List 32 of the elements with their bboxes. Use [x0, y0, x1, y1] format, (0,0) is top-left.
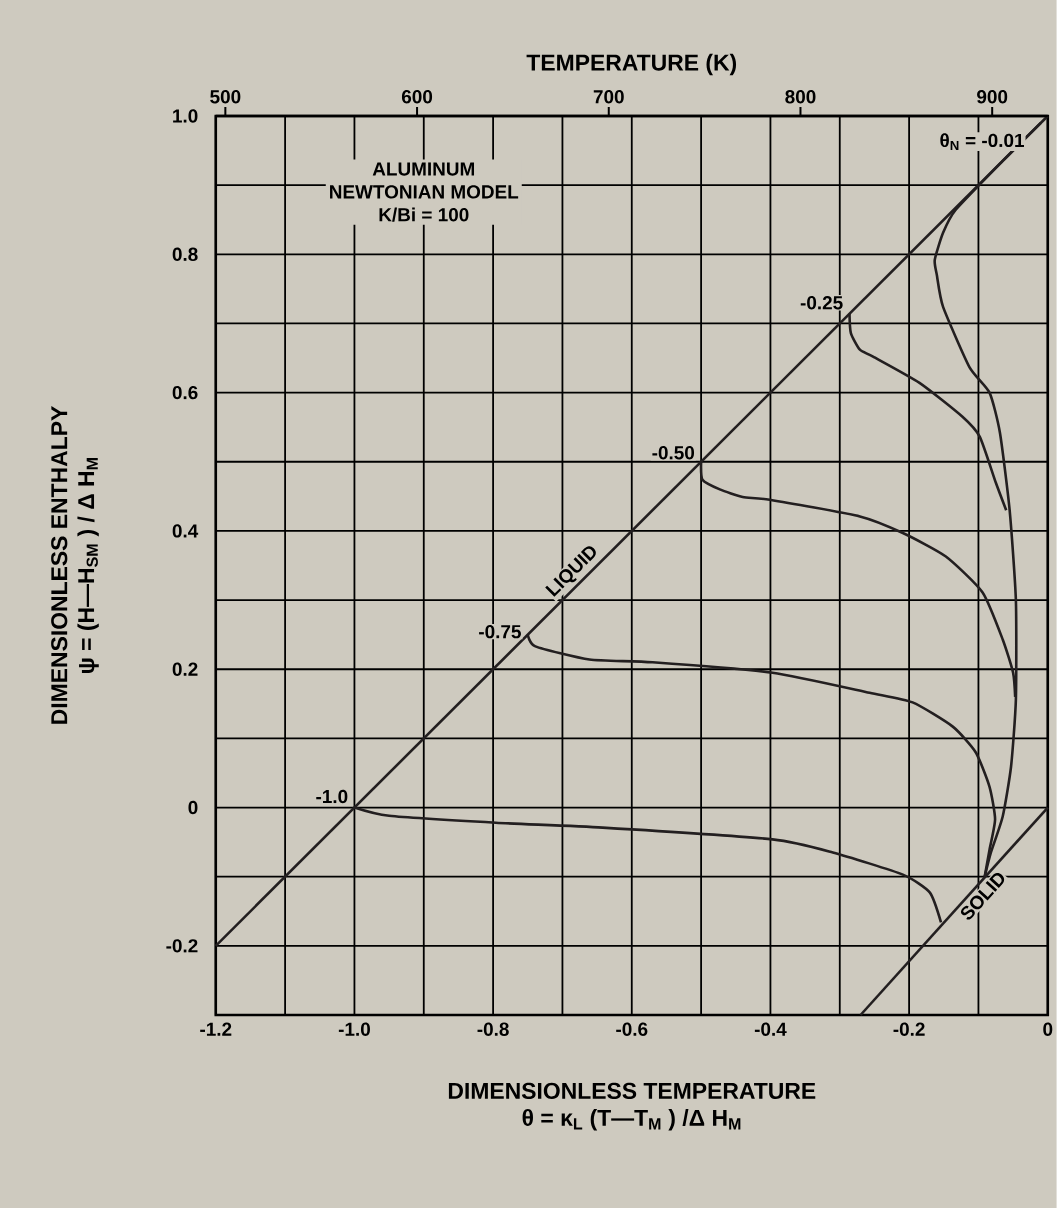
x-tick-label: -0.6 — [616, 1022, 648, 1036]
x2-tick-label: 600 — [402, 90, 433, 104]
x2-tick-label: 800 — [785, 90, 816, 104]
series-label: -1.0 — [316, 789, 348, 804]
y-tick-label: 0.6 — [172, 385, 198, 400]
text: ψ = (H—H$_{SM}$ ) / Δ H$_{M}$ — [77, 458, 99, 674]
y-tick-label: 0.2 — [172, 662, 198, 676]
x-tick-label: -1.0 — [338, 1022, 371, 1036]
annotation: NEWTONIAN MODEL — [330, 185, 519, 199]
series-label: θ$_{N}$ = -0.01 — [940, 133, 1025, 151]
x2-tick-label: 500 — [210, 90, 241, 104]
series-label: -0.25 — [800, 296, 843, 310]
y-tick-label: 0 — [188, 800, 198, 815]
x2-axis-title: TEMPERATURE (K) — [526, 53, 737, 76]
y-tick-label: 1.0 — [173, 109, 198, 123]
series-label: -0.75 — [479, 624, 522, 639]
x-axis-title: DIMENSIONLESS TEMPERATURE — [449, 1082, 816, 1099]
y-axis-title: DIMENSIONLESS ENTHALPY — [51, 406, 68, 724]
x-tick-label: -0.4 — [754, 1022, 787, 1036]
y-tick-label: -0.2 — [166, 939, 198, 953]
series-label: -0.50 — [652, 446, 695, 460]
text: θ = κ$_{L}$ (T—T$_{M}$ ) /Δ H$_{M}$ — [522, 1109, 741, 1131]
x-tick-label: -0.2 — [893, 1022, 925, 1036]
x2-tick-label: 900 — [977, 90, 1008, 104]
x-tick-label: -1.2 — [200, 1022, 232, 1036]
annotation: K/Bi = 100 — [379, 207, 469, 222]
y-tick-label: 0.4 — [172, 524, 199, 538]
x-tick-label: 0 — [1043, 1022, 1053, 1036]
x-tick-label: -0.8 — [477, 1022, 509, 1036]
y-tick-label: 0.8 — [172, 247, 198, 261]
annotation: ALUMINUM — [372, 162, 475, 176]
x2-tick-label: 700 — [593, 90, 624, 104]
